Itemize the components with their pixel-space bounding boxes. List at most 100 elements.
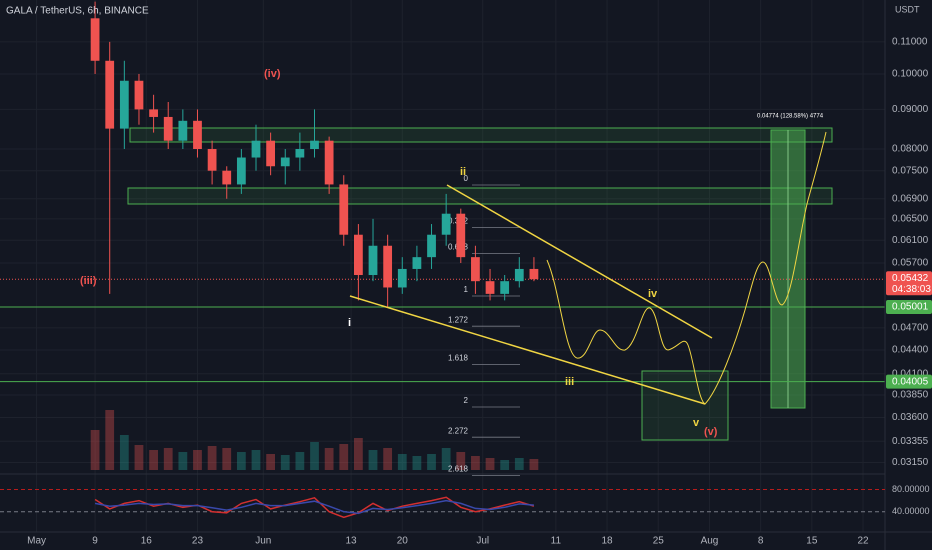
- y-tick-label: 0.10000: [892, 69, 929, 80]
- candle-body: [105, 60, 115, 129]
- volume-bar: [529, 459, 539, 470]
- y-tick-label: 0.11000: [892, 37, 928, 48]
- countdown: 04:38:03: [892, 284, 931, 295]
- candle-body: [427, 234, 436, 258]
- fib-label: 1.272: [448, 315, 469, 324]
- y-tick-label: 0.06100: [892, 235, 929, 246]
- volume-bar: [193, 450, 202, 470]
- candle-body: [251, 140, 261, 158]
- volume-bar: [324, 448, 334, 470]
- volume-bar: [119, 435, 129, 470]
- candle-body: [149, 109, 158, 117]
- candle-body: [90, 18, 100, 61]
- candle-body: [193, 120, 202, 150]
- level-label: 0.04005: [892, 376, 929, 387]
- candle-body: [178, 120, 188, 141]
- x-tick-label: 8: [758, 536, 764, 547]
- oscillator: [0, 489, 885, 519]
- volume-bar: [236, 452, 246, 470]
- fib-label: 2: [464, 396, 469, 405]
- zone: [129, 127, 833, 143]
- x-tick-label: Jun: [255, 536, 271, 547]
- x-tick-label: 15: [806, 536, 818, 547]
- x-tick-label: 18: [602, 536, 614, 547]
- volume: [90, 410, 539, 470]
- candle-body: [119, 80, 129, 129]
- volume-bar: [485, 458, 495, 470]
- candle-body: [529, 268, 539, 280]
- y-tick-label: 0.03355: [892, 436, 929, 447]
- volume-bar: [105, 410, 115, 470]
- candle-body: [295, 149, 305, 158]
- candle-body: [500, 281, 510, 294]
- y-tick-label: 0.03150: [892, 457, 929, 468]
- level-badge: [886, 374, 932, 389]
- osc-line: [94, 499, 534, 515]
- grid: [0, 0, 885, 532]
- wave-label: iv: [648, 288, 658, 300]
- target-box: [641, 370, 729, 441]
- volume-bar: [310, 442, 319, 470]
- candle-body: [163, 116, 173, 141]
- fib-label: 1: [464, 285, 469, 294]
- x-tick-label: 20: [397, 536, 409, 547]
- currency: USDT: [895, 4, 920, 14]
- wave-label: i: [348, 317, 351, 329]
- candle-body: [441, 213, 451, 235]
- volume-bar: [207, 446, 217, 470]
- osc-tick-label: 80.00000: [892, 484, 930, 494]
- candle-body: [236, 157, 246, 185]
- volume-bar: [251, 450, 261, 470]
- volume-bar: [295, 452, 305, 470]
- wave-label: (iv): [264, 68, 281, 80]
- volume-bar: [412, 456, 422, 470]
- candle-body: [310, 140, 319, 150]
- position-label: 0.04774 (128.58%) 4774: [757, 114, 824, 120]
- x-tick-label: Aug: [701, 536, 719, 547]
- candle-body: [397, 268, 407, 288]
- volume-bar: [266, 454, 276, 470]
- fib-label: 2.618: [448, 465, 469, 474]
- x-tick-label: 13: [346, 536, 358, 547]
- wedge-lower: [349, 295, 706, 405]
- y-tick-label: 0.07500: [892, 165, 929, 176]
- candle-body: [324, 140, 334, 185]
- candle-body: [368, 245, 378, 276]
- x-tick-label: 23: [192, 536, 204, 547]
- fib-label: 2.272: [448, 426, 469, 435]
- x-tick-label: 25: [653, 536, 665, 547]
- y-tick-label: 0.05700: [892, 258, 929, 269]
- wave-label: iii: [565, 376, 574, 388]
- volume-bar: [383, 448, 393, 470]
- y-tick-label: 0.03850: [892, 390, 929, 401]
- y-tick-label: 0.06900: [892, 193, 929, 204]
- wedge-upper: [446, 184, 713, 339]
- candle-body: [207, 149, 217, 171]
- candles: [90, 1, 539, 308]
- volume-bar: [397, 454, 407, 470]
- volume-bar: [280, 455, 290, 470]
- volume-bar: [368, 450, 378, 470]
- level-badge: [886, 299, 932, 314]
- chart-title: GALA / TetherUS, 6h, BINANCE: [6, 6, 149, 17]
- wave-label: (v): [704, 426, 718, 438]
- y-tick-label: 0.08000: [892, 144, 929, 155]
- y-tick-label: 0.04700: [892, 323, 929, 334]
- volume-bar: [222, 448, 232, 470]
- fib-label: 1.618: [448, 354, 469, 363]
- x-tick-label: Jul: [476, 536, 489, 547]
- volume-bar: [427, 454, 436, 470]
- candle-body: [222, 170, 232, 185]
- y-tick-label: 0.06500: [892, 213, 929, 224]
- last-price-label: 0.05432: [892, 273, 929, 284]
- y-tick-label: 0.03600: [892, 412, 929, 423]
- volume-bar: [441, 448, 451, 470]
- volume-bar: [500, 460, 510, 470]
- wave-label: (iii): [80, 275, 97, 287]
- candle-body: [514, 268, 524, 282]
- y-tick-label: 0.04400: [892, 345, 929, 356]
- candle-body: [412, 257, 422, 269]
- levels: [0, 278, 885, 383]
- last-price-badge: [886, 271, 932, 296]
- zone: [127, 187, 833, 205]
